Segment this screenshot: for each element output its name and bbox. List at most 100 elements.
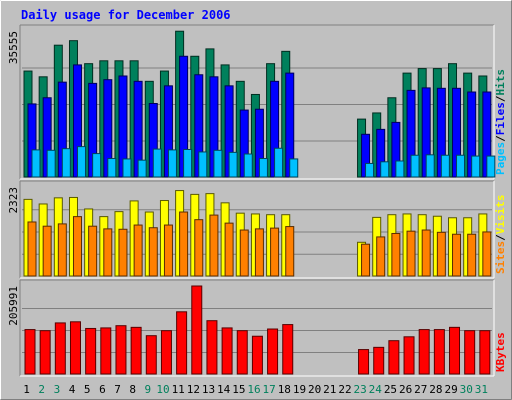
visits-sites-legend: Sites/Visits <box>494 195 507 275</box>
bar-pages-day-6 <box>107 158 117 178</box>
legend-pages: Pages <box>494 142 507 175</box>
bar-sites-day-28 <box>436 231 446 277</box>
bar-kbytes-day-9 <box>145 335 157 375</box>
bar-kbytes-day-6 <box>100 327 112 375</box>
bar-pages-day-15 <box>243 153 253 178</box>
bar-sites-day-15 <box>239 229 249 277</box>
day-label-7: 7 <box>114 383 121 396</box>
bar-kbytes-day-7 <box>115 325 127 375</box>
chart-panels: 35555Pages/Files/Hits2323Sites/Visits205… <box>7 24 507 377</box>
legend-sep2: / <box>494 95 507 102</box>
legend-kbytes: KBytes <box>494 332 507 372</box>
day-label-29: 29 <box>444 383 457 396</box>
bar-pages-day-2 <box>46 149 56 178</box>
bar-sites-day-26 <box>406 230 416 277</box>
bar-sites-day-14 <box>224 222 234 277</box>
bar-sites-day-12 <box>194 219 204 277</box>
bar-sites-day-13 <box>209 214 219 277</box>
bar-kbytes-day-30 <box>464 330 476 375</box>
bar-kbytes-day-8 <box>130 326 142 375</box>
visits-sites-panel: 2323 Sites/Visits <box>7 180 507 279</box>
chart-title: Daily usage for December 2006 <box>21 8 231 22</box>
bar-sites-day-7 <box>118 228 128 277</box>
bar-kbytes-day-24 <box>373 346 385 375</box>
bar-pages-day-12 <box>198 151 208 178</box>
bar-kbytes-day-5 <box>85 327 97 375</box>
bar-pages-day-5 <box>92 153 102 178</box>
day-label-16: 16 <box>247 383 260 396</box>
bar-pages-day-31 <box>486 155 496 178</box>
bar-kbytes-day-14 <box>221 327 233 375</box>
bar-pages-day-23 <box>365 162 375 178</box>
bar-sites-day-6 <box>103 228 113 277</box>
bar-pages-day-28 <box>440 154 450 178</box>
bar-kbytes-day-23 <box>358 349 370 375</box>
day-label-2: 2 <box>38 383 45 396</box>
bar-pages-day-4 <box>76 146 86 178</box>
bar-pages-day-8 <box>137 159 147 178</box>
bar-kbytes-day-10 <box>160 330 172 375</box>
bar-sites-day-27 <box>421 229 431 277</box>
day-label-3: 3 <box>54 383 61 396</box>
bar-sites-day-11 <box>179 211 189 277</box>
day-label-26: 26 <box>399 383 412 396</box>
bar-kbytes-day-17 <box>267 328 279 375</box>
day-label-17: 17 <box>263 383 276 396</box>
day-label-19: 19 <box>293 383 306 396</box>
bar-kbytes-day-12 <box>191 285 203 375</box>
bar-kbytes-day-25 <box>388 340 400 375</box>
bar-pages-day-25 <box>395 160 405 178</box>
bar-sites-day-24 <box>376 236 386 277</box>
legend-sep3: / <box>494 234 507 241</box>
day-label-4: 4 <box>69 383 76 396</box>
kbytes-panel: 205991 KBytes <box>7 279 507 377</box>
kbytes-max-label: 205991 <box>7 286 20 326</box>
bar-kbytes-day-13 <box>206 320 218 375</box>
day-label-20: 20 <box>308 383 321 396</box>
day-label-12: 12 <box>187 383 200 396</box>
bar-kbytes-day-26 <box>403 336 415 375</box>
bar-kbytes-day-3 <box>54 322 66 375</box>
bar-sites-day-9 <box>148 227 158 277</box>
day-label-13: 13 <box>202 383 215 396</box>
series-sites <box>27 211 492 277</box>
bar-pages-day-1 <box>31 149 41 178</box>
bar-sites-day-17 <box>270 227 280 277</box>
bar-sites-day-8 <box>133 224 143 277</box>
bar-pages-day-17 <box>274 147 284 178</box>
bar-pages-day-18 <box>289 158 299 178</box>
legend-sites: Sites <box>494 241 507 274</box>
day-label-6: 6 <box>99 383 106 396</box>
day-label-10: 10 <box>156 383 169 396</box>
bar-pages-day-26 <box>410 154 420 178</box>
bar-pages-day-3 <box>61 148 71 178</box>
bar-pages-day-13 <box>213 149 223 178</box>
bar-kbytes-day-16 <box>251 335 263 375</box>
kbytes-legend: KBytes <box>494 332 507 372</box>
visits-sites-max-label: 2323 <box>7 187 20 214</box>
bar-sites-day-4 <box>72 216 82 277</box>
day-label-24: 24 <box>369 383 383 396</box>
bar-sites-day-30 <box>467 233 477 277</box>
bar-sites-day-25 <box>391 232 401 277</box>
day-label-22: 22 <box>338 383 351 396</box>
day-label-8: 8 <box>129 383 136 396</box>
bar-sites-day-16 <box>254 228 264 277</box>
bar-pages-day-11 <box>183 148 193 178</box>
day-label-31: 31 <box>475 383 488 396</box>
bar-kbytes-day-1 <box>24 329 36 375</box>
bar-kbytes-day-2 <box>39 330 51 375</box>
bar-kbytes-day-29 <box>449 326 461 375</box>
day-label-1: 1 <box>23 383 30 396</box>
bar-pages-day-9 <box>152 148 162 178</box>
bar-sites-day-23 <box>361 243 371 277</box>
series-pages <box>31 146 496 178</box>
day-label-14: 14 <box>217 383 231 396</box>
bar-pages-day-7 <box>122 158 132 178</box>
bar-sites-day-10 <box>163 224 173 277</box>
bar-pages-day-29 <box>456 154 466 178</box>
legend-hits: Hits <box>494 69 507 96</box>
day-labels: 1 2 3 4 5 6 7 8 9 10 11 12 13 14 15 16 17 18 19 20 21 22 23 24 2… <box>23 383 488 396</box>
bar-kbytes-day-31 <box>479 330 491 375</box>
